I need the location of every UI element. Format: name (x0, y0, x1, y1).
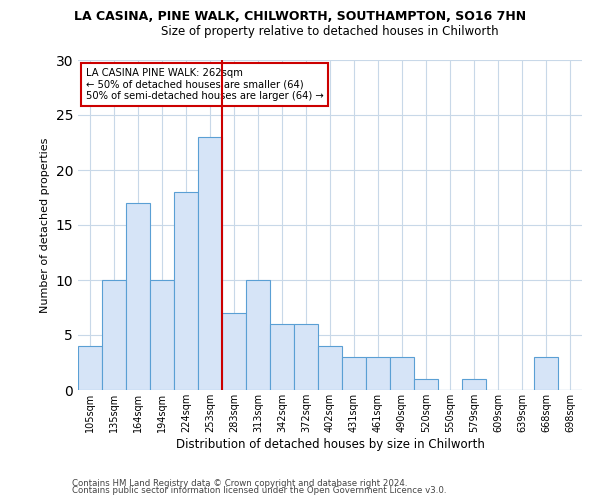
Text: Contains HM Land Registry data © Crown copyright and database right 2024.: Contains HM Land Registry data © Crown c… (72, 478, 407, 488)
Bar (270, 324, 294, 390)
Y-axis label: Number of detached properties: Number of detached properties (40, 138, 50, 312)
Bar (126, 203, 150, 390)
Text: Contains public sector information licensed under the Open Government Licence v3: Contains public sector information licen… (72, 486, 446, 495)
Bar (102, 280, 126, 390)
Bar (78, 346, 102, 390)
Text: LA CASINA, PINE WALK, CHILWORTH, SOUTHAMPTON, SO16 7HN: LA CASINA, PINE WALK, CHILWORTH, SOUTHAM… (74, 10, 526, 23)
Bar (198, 137, 222, 390)
Bar (366, 357, 390, 390)
Text: LA CASINA PINE WALK: 262sqm
← 50% of detached houses are smaller (64)
50% of sem: LA CASINA PINE WALK: 262sqm ← 50% of det… (86, 68, 323, 102)
Title: Size of property relative to detached houses in Chilworth: Size of property relative to detached ho… (161, 25, 499, 38)
Bar (174, 192, 198, 390)
Bar (222, 313, 246, 390)
Bar (150, 280, 174, 390)
Bar (342, 357, 366, 390)
Bar (414, 379, 438, 390)
X-axis label: Distribution of detached houses by size in Chilworth: Distribution of detached houses by size … (176, 438, 484, 450)
Bar (462, 379, 486, 390)
Bar (390, 357, 414, 390)
Bar (246, 280, 270, 390)
Bar (534, 357, 558, 390)
Bar (318, 346, 342, 390)
Bar (294, 324, 318, 390)
